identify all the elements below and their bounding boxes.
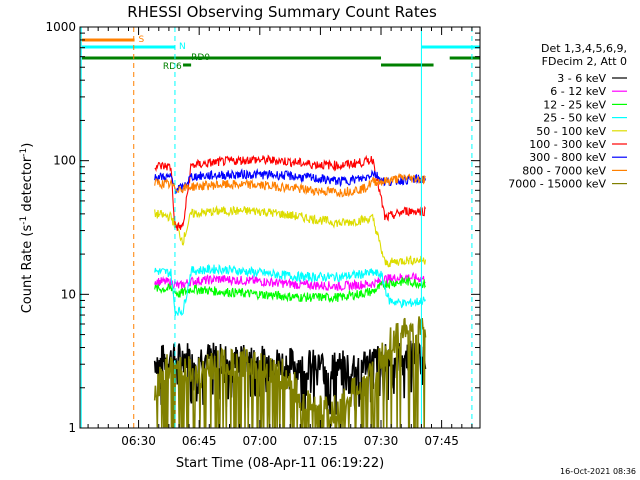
legend: Det 1,3,4,5,6,9, FDecim 2, Att 0 3 - 6 k…	[508, 42, 627, 191]
y-axis-label-main: Count Rate (s	[20, 225, 35, 314]
legend-header-line-2: FDecim 2, Att 0	[542, 55, 627, 68]
x-tick-label-6: 07:45	[424, 434, 459, 448]
flag-label-s: S	[139, 35, 145, 45]
chart-title: RHESSI Observing Summary Count Rates	[127, 3, 437, 21]
x-tick-label-2: 06:45	[182, 434, 217, 448]
y-tick-label-1: 1	[68, 421, 76, 435]
series-group	[153, 154, 427, 429]
x-tick-label-3: 07:00	[243, 434, 278, 448]
vertical-markers	[80, 27, 473, 428]
series-line-2	[154, 271, 426, 292]
legend-label-2: 6 - 12 keV	[550, 85, 606, 98]
legend-label-9: 7000 - 15000 keV	[508, 178, 606, 191]
observing-flags: S N RD0 RD6	[82, 35, 480, 72]
x-tick-label-5: 07:30	[364, 434, 399, 448]
y-tick-label-3: 100	[53, 154, 76, 168]
series-line-9	[153, 316, 427, 429]
legend-label-3: 12 - 25 keV	[543, 98, 606, 111]
x-tick-label-1: 06:30	[121, 434, 156, 448]
y-axis: 1 10 100 1000	[45, 20, 480, 435]
y-axis-label-sup1: -1	[19, 216, 29, 225]
timestamp: 16-Oct-2021 08:36	[560, 467, 636, 476]
series-line-5	[154, 205, 427, 268]
x-axis: 06:30 06:45 07:00 07:15 07:30 07:45	[87, 27, 473, 448]
legend-header-line-1: Det 1,3,4,5,6,9,	[541, 42, 627, 55]
legend-label-4: 25 - 50 keV	[543, 112, 606, 125]
series-line-4	[154, 263, 426, 317]
y-axis-label-mid: detector	[20, 156, 35, 216]
legend-label-8: 800 - 7000 keV	[522, 164, 606, 177]
legend-label-5: 50 - 100 keV	[536, 125, 606, 138]
flag-label-rd0: RD0	[191, 53, 210, 63]
series-line-6	[154, 154, 426, 231]
y-axis-label-sup2: -1	[19, 148, 29, 157]
legend-label-7: 300 - 800 keV	[529, 151, 606, 164]
y-tick-label-2: 10	[61, 287, 76, 301]
flag-label-rd6: RD6	[163, 62, 182, 72]
legend-label-6: 100 - 300 keV	[529, 138, 606, 151]
flag-label-n: N	[179, 42, 186, 52]
series-line-3	[154, 275, 426, 303]
y-axis-label-end: )	[20, 143, 35, 148]
y-tick-label-4: 1000	[45, 20, 76, 34]
x-tick-label-4: 07:15	[303, 434, 338, 448]
legend-label-1: 3 - 6 keV	[557, 72, 606, 85]
y-axis-label: Count Rate (s-1 detector-1)	[19, 143, 35, 314]
x-axis-label: Start Time (08-Apr-11 06:19:22)	[176, 456, 384, 471]
series-line-8	[154, 172, 426, 198]
